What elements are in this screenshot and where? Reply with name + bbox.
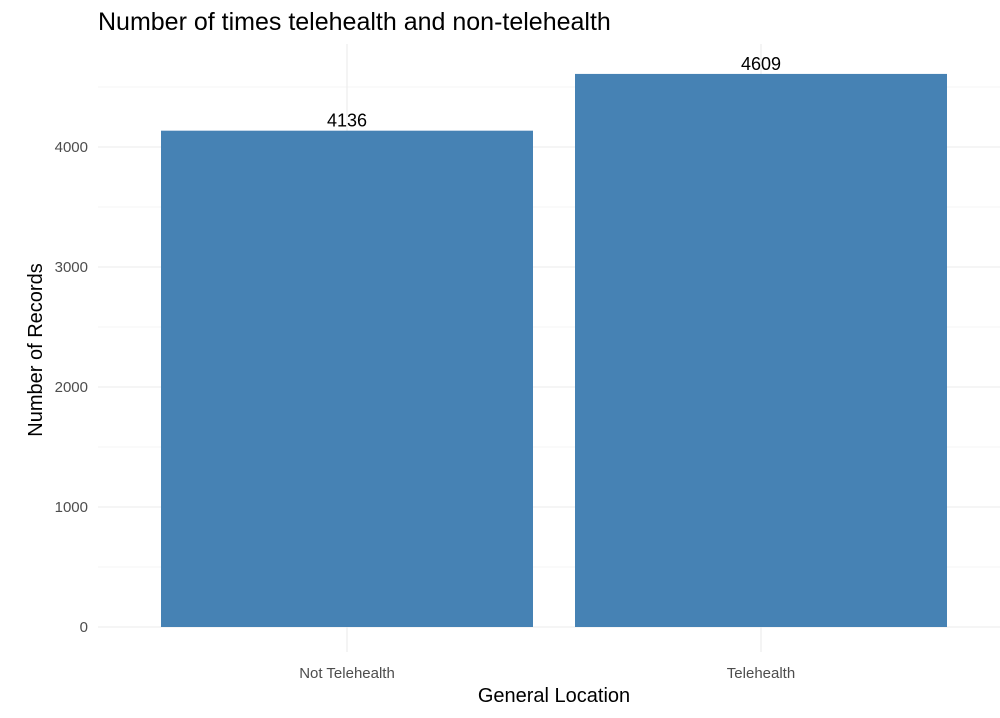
bar-telehealth [575, 73, 947, 628]
y-axis-title: Number of Records [25, 263, 47, 436]
y-tick-label: 1000 [55, 499, 88, 516]
y-tick-label: 2000 [55, 379, 88, 396]
bars [161, 73, 947, 628]
y-tick-label: 0 [80, 619, 88, 636]
x-axis-title: General Location [478, 685, 630, 707]
x-tick-label: Telehealth [727, 665, 795, 682]
data-labels: 4136 4609 [327, 54, 781, 131]
x-tick-label: Not Telehealth [299, 665, 395, 682]
chart-title: Number of times telehealth and non-teleh… [98, 8, 611, 36]
x-axis-ticks: Not Telehealth Telehealth [299, 665, 795, 682]
bar-not-telehealth [161, 130, 533, 627]
data-label: 4609 [741, 54, 781, 74]
y-tick-label: 3000 [55, 259, 88, 276]
y-axis-ticks: 0 1000 2000 3000 4000 [55, 139, 88, 636]
data-label: 4136 [327, 111, 367, 131]
y-tick-label: 4000 [55, 139, 88, 156]
